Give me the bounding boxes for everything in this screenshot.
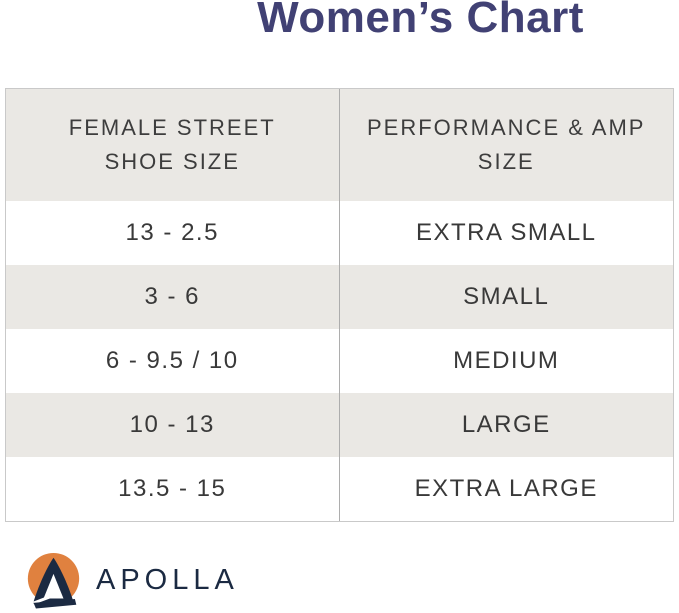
apolla-a-icon [25, 552, 82, 609]
column-header-performance-size-label: PERFORMANCE & AMP SIZE [367, 114, 646, 174]
size-chart-table: FEMALE STREET SHOE SIZE PERFORMANCE & AM… [5, 88, 674, 522]
garment-size-cell: EXTRA LARGE [339, 457, 673, 521]
shoe-size-cell: 10 - 13 [6, 393, 340, 457]
brand-footer: APOLLA [25, 552, 239, 609]
column-header-shoe-size: FEMALE STREET SHOE SIZE [6, 89, 340, 201]
garment-size-cell: SMALL [339, 265, 673, 329]
page-title: Women’s Chart [257, 0, 584, 42]
garment-size-cell: LARGE [339, 393, 673, 457]
shoe-size-cell: 6 - 9.5 / 10 [6, 329, 340, 393]
column-header-shoe-size-label: FEMALE STREET SHOE SIZE [68, 114, 276, 174]
garment-size-cell: EXTRA SMALL [339, 201, 673, 265]
column-header-performance-size: PERFORMANCE & AMP SIZE [339, 89, 673, 201]
shoe-size-cell: 3 - 6 [6, 265, 340, 329]
shoe-size-cell: 13 - 2.5 [6, 201, 340, 265]
brand-name: APOLLA [96, 564, 239, 596]
garment-size-cell: MEDIUM [339, 329, 673, 393]
shoe-size-cell: 13.5 - 15 [6, 457, 340, 521]
